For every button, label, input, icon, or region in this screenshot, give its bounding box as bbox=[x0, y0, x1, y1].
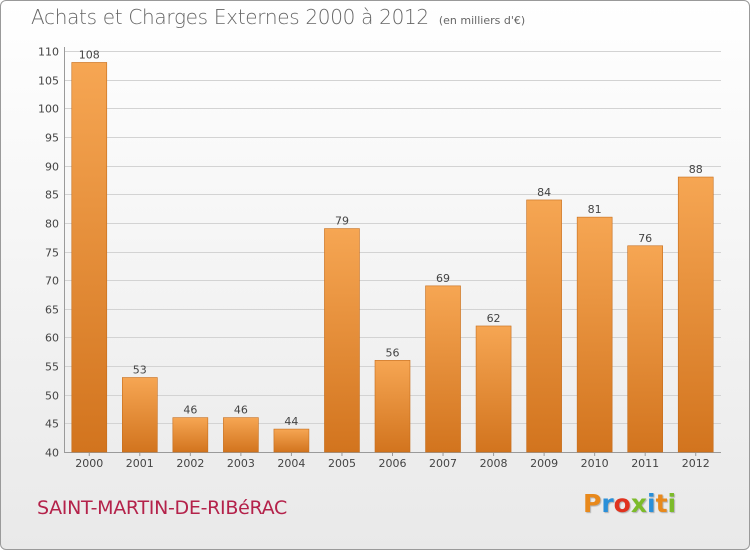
x-tick-label: 2004 bbox=[277, 457, 305, 470]
data-label: 53 bbox=[133, 364, 147, 377]
x-tick-label: 2006 bbox=[379, 457, 407, 470]
x-tick-label: 2010 bbox=[581, 457, 609, 470]
logo-letter: t bbox=[655, 489, 668, 518]
x-tick-label: 2007 bbox=[429, 457, 457, 470]
x-tick-label: 2003 bbox=[227, 457, 255, 470]
bar-2009 bbox=[526, 199, 562, 453]
y-tick-label: 65 bbox=[45, 304, 59, 317]
bar-2002 bbox=[172, 417, 209, 453]
y-tick-label: 105 bbox=[38, 75, 59, 88]
x-tick-label: 2008 bbox=[480, 457, 508, 470]
chart-unit: (en milliers d'€) bbox=[438, 14, 526, 27]
data-label: 81 bbox=[588, 203, 602, 216]
y-tick-label: 80 bbox=[45, 218, 59, 231]
chart-title: Achats et Charges Externes 2000 à 2012 (e… bbox=[31, 5, 525, 29]
y-tick-label: 100 bbox=[38, 103, 59, 116]
data-label: 44 bbox=[284, 415, 298, 428]
bar-2010 bbox=[576, 216, 613, 453]
label-layer: 108 53 46 46 44 79 56 69 62 84 81 76 88 bbox=[79, 48, 703, 428]
y-tick-label: 110 bbox=[38, 46, 59, 59]
bar-2006 bbox=[374, 360, 411, 453]
logo-letter: r bbox=[601, 489, 614, 518]
logo-letter: o bbox=[613, 489, 631, 518]
bar-2012 bbox=[677, 176, 714, 453]
bar-2008 bbox=[475, 325, 512, 453]
x-tick-label: 2000 bbox=[75, 457, 103, 470]
y-tick-label: 75 bbox=[45, 247, 59, 260]
data-label: 46 bbox=[234, 404, 248, 417]
bar-2001 bbox=[122, 377, 158, 453]
data-label: 108 bbox=[79, 48, 100, 61]
chart-title-text: Achats et Charges Externes 2000 à 2012 bbox=[31, 5, 429, 29]
y-tick-label: 70 bbox=[45, 275, 59, 288]
x-tick-label: 2011 bbox=[631, 457, 659, 470]
x-tick-label: 2002 bbox=[176, 457, 204, 470]
bar-layer bbox=[71, 62, 714, 453]
logo-letter: P bbox=[583, 489, 602, 518]
data-label: 84 bbox=[537, 186, 551, 199]
logo-letter: i bbox=[667, 489, 677, 518]
y-tick-label: 55 bbox=[45, 361, 59, 374]
bar-2000 bbox=[71, 62, 108, 453]
bar-2005 bbox=[324, 228, 360, 453]
y-tick-label: 45 bbox=[45, 418, 59, 431]
y-tick-label: 95 bbox=[45, 132, 59, 145]
x-tick-label: 2005 bbox=[328, 457, 356, 470]
y-tick-label: 60 bbox=[45, 332, 59, 345]
commune-name: SAINT-MARTIN-DE-RIBéRAC bbox=[37, 497, 287, 519]
data-label: 79 bbox=[335, 215, 349, 228]
proxiti-logo[interactable]: Proxiti bbox=[583, 489, 676, 518]
logo-letter: i bbox=[647, 489, 656, 518]
y-tick-label: 90 bbox=[45, 161, 59, 174]
bar-2011 bbox=[627, 245, 663, 453]
logo-letter: x bbox=[630, 489, 647, 518]
y-tick-label: 40 bbox=[45, 447, 59, 460]
x-tick-label: 2012 bbox=[682, 457, 710, 470]
bar-2007 bbox=[425, 285, 461, 453]
data-label: 46 bbox=[183, 404, 197, 417]
x-tick-label: 2001 bbox=[126, 457, 154, 470]
data-label: 62 bbox=[487, 312, 501, 325]
data-label: 56 bbox=[386, 346, 400, 359]
data-label: 76 bbox=[638, 232, 652, 245]
bar-2004 bbox=[273, 428, 310, 453]
y-tick-label: 85 bbox=[45, 189, 59, 202]
axis-layer: 40 45 50 55 60 65 70 75 80 85 90 95 100 105 110 2000 200… bbox=[38, 46, 721, 470]
y-tick-label: 50 bbox=[45, 390, 59, 403]
data-label: 88 bbox=[689, 163, 703, 176]
data-label: 69 bbox=[436, 272, 450, 285]
bar-2003 bbox=[223, 417, 259, 453]
x-tick-label: 2009 bbox=[530, 457, 558, 470]
